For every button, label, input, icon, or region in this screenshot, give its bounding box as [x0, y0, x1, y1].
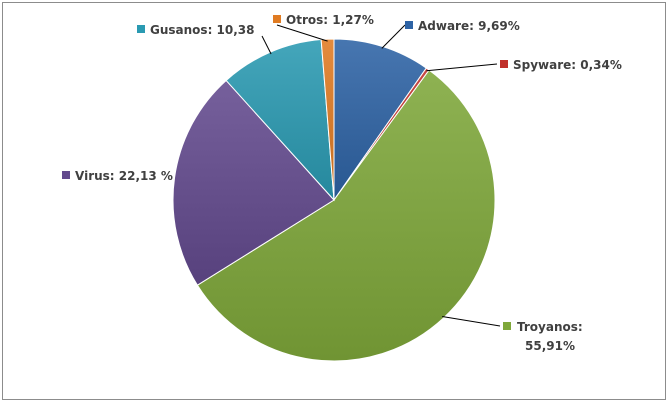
label-text-adware: Adware: 9,69% — [418, 19, 520, 33]
leader-line-spyware — [426, 63, 498, 72]
label-troyanos: Troyanos: 55,91% — [503, 320, 583, 353]
label-text-gusanos: Gusanos: 10,38 — [150, 23, 255, 37]
label-marker-virus — [62, 171, 70, 179]
label-text-troyanos-line2: 55,91% — [525, 339, 575, 353]
label-text-virus: Virus: 22,13 % — [75, 169, 173, 183]
label-marker-spyware — [500, 60, 508, 68]
label-marker-troyanos — [503, 322, 511, 330]
label-marker-adware — [405, 21, 413, 29]
label-adware: Adware: 9,69% — [405, 19, 520, 33]
leader-line-otros — [276, 24, 328, 42]
leader-lines — [261, 24, 501, 327]
slice-virus — [172, 79, 335, 286]
label-gusanos: Gusanos: 10,38 — [137, 23, 255, 37]
leader-line-troyanos — [442, 316, 501, 327]
pie-slices — [172, 38, 496, 362]
label-text-spyware: Spyware: 0,34% — [513, 58, 622, 72]
label-text-otros: Otros: 1,27% — [286, 13, 374, 27]
label-text-troyanos-line1: Troyanos: — [517, 320, 583, 334]
slice-troyanos — [196, 69, 496, 362]
slice-adware — [333, 38, 427, 202]
label-virus: Virus: 22,13 % — [62, 169, 173, 183]
label-otros: Otros: 1,27% — [273, 13, 374, 27]
label-spyware: Spyware: 0,34% — [500, 58, 622, 72]
label-marker-gusanos — [137, 25, 145, 33]
label-marker-otros — [273, 15, 281, 23]
leader-line-adware — [381, 24, 406, 49]
leader-line-gusanos — [261, 35, 272, 55]
